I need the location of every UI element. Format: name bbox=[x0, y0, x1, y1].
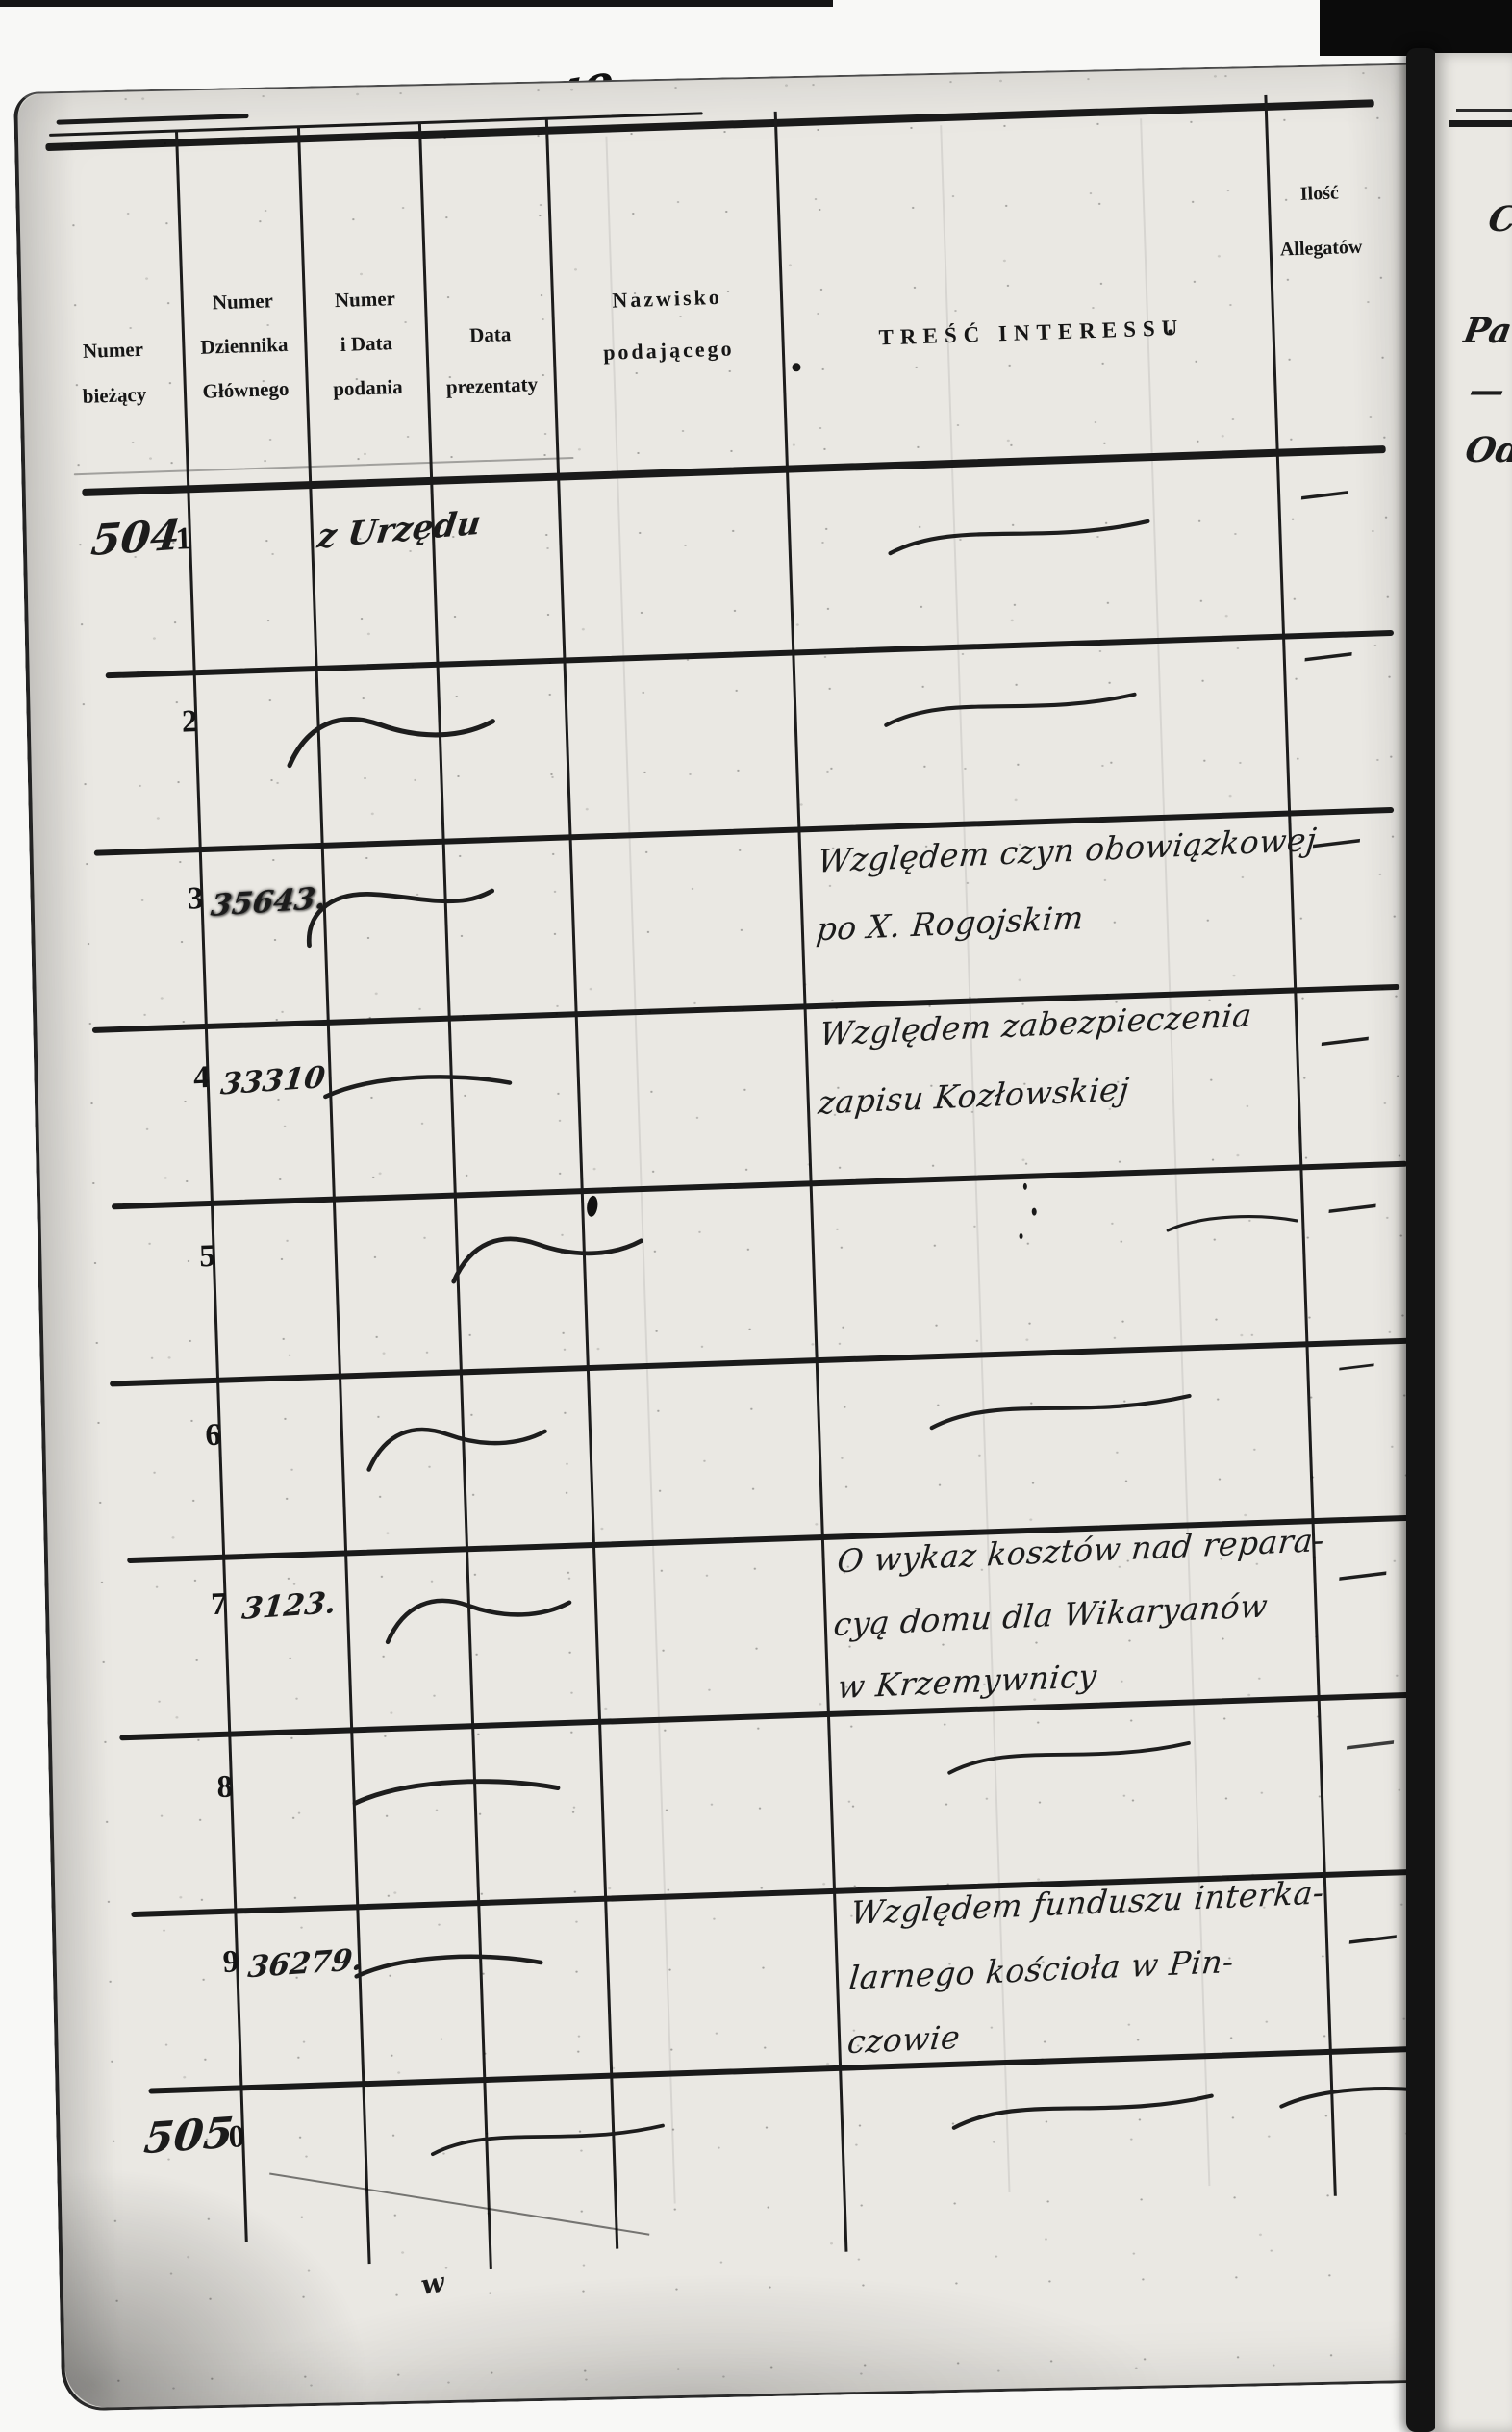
table-rule-stub bbox=[56, 114, 249, 125]
adjacent-page-fragment: C bbox=[1485, 199, 1512, 240]
entry-number-printed: 6 bbox=[204, 1417, 222, 1454]
flourish-mark bbox=[293, 872, 502, 951]
entry-number-printed: 5 bbox=[198, 1238, 216, 1275]
header-data-prezentaty: Data prezentaty bbox=[445, 322, 539, 399]
tresc-line: po X. Rogojskim bbox=[814, 899, 1086, 949]
flourish-mark bbox=[408, 2109, 688, 2166]
margin-mark: w bbox=[418, 2266, 447, 2302]
tresc-line: Względem zabezpieczenia bbox=[818, 996, 1254, 1053]
flourish-mark bbox=[347, 1410, 566, 1477]
adjacent-page-rule bbox=[1449, 120, 1512, 127]
flourish-mark bbox=[1165, 1203, 1300, 1240]
tresc-line: w Krzemywnicy bbox=[836, 1657, 1099, 1707]
ink-dot bbox=[1168, 329, 1173, 335]
entry-number-printed: 9 bbox=[222, 1944, 239, 1980]
entry-number-printed: 3 bbox=[187, 881, 205, 917]
tresc-line: Względem czyn obowiązkowej bbox=[816, 820, 1319, 880]
allegaty-dash: — bbox=[1340, 1708, 1399, 1775]
film-black-corner bbox=[1320, 0, 1512, 56]
allegaty-dash: — bbox=[1298, 620, 1358, 687]
journal-number: 3123. bbox=[239, 1585, 339, 1627]
tresc-line: zapisu Kozłowskiej bbox=[816, 1070, 1131, 1122]
flourish-mark bbox=[924, 1726, 1215, 1786]
header-numer-data-podania: Numer i Data podania bbox=[332, 287, 404, 401]
tresc-line: czowie bbox=[845, 2017, 963, 2062]
adjacent-page-sliver: C Pa — Od bbox=[1435, 53, 1512, 2432]
table-top-rule bbox=[45, 99, 1374, 152]
ledger-page: Numer bieżący Numer Dziennika Głównego Nume… bbox=[13, 63, 1465, 2412]
entry-number-printed: 8 bbox=[216, 1769, 234, 1806]
adjacent-page-rule bbox=[1456, 109, 1512, 112]
allegaty-dash: — bbox=[1334, 1340, 1378, 1389]
header-numer-biezacy: Numer bieżący bbox=[82, 337, 147, 408]
flourish-mark bbox=[352, 1940, 545, 1988]
flourish-mark bbox=[320, 1061, 514, 1106]
podania-entry: z Urzędu bbox=[315, 503, 484, 557]
adjacent-page-fragment: Od bbox=[1462, 430, 1512, 470]
flourish-mark bbox=[861, 676, 1161, 738]
register-table: Numer bieżący Numer Dziennika Głównego Nume… bbox=[24, 81, 1472, 2318]
pen-hairline bbox=[269, 2172, 650, 2236]
adjacent-page-fragment: — bbox=[1466, 370, 1508, 411]
header-tresc-interessu: TREŚĆ INTERESSU bbox=[878, 315, 1185, 350]
flourish-mark bbox=[378, 1217, 717, 1292]
flourish-mark bbox=[919, 2077, 1247, 2141]
flourish-mark bbox=[357, 1581, 599, 1650]
entry-number-printed: 7 bbox=[210, 1586, 228, 1623]
adjacent-page-fragment: Pa bbox=[1460, 311, 1512, 351]
entry-number-printed: 2 bbox=[181, 704, 198, 740]
flourish-mark bbox=[860, 502, 1179, 567]
tresc-line: cyą domu dla Wikaryanów bbox=[831, 1586, 1270, 1644]
allegaty-dash: — bbox=[1332, 1538, 1392, 1606]
film-edge-line bbox=[0, 0, 833, 7]
journal-number: 33310 bbox=[218, 1059, 327, 1102]
flourish-mark bbox=[350, 1764, 563, 1813]
allegaty-dash: — bbox=[1295, 458, 1354, 525]
header-ilosc-allegatow: Ilość Allegatów bbox=[1279, 182, 1363, 261]
flourish-mark bbox=[901, 1377, 1221, 1441]
allegaty-dash: — bbox=[1323, 1171, 1382, 1238]
book-gutter-shadow bbox=[1406, 48, 1437, 2432]
entry-number-printed: 0 bbox=[228, 2119, 245, 2155]
ink-blot bbox=[585, 1195, 599, 1218]
header-nazwisko-podajacego: Nazwisko podającego bbox=[602, 284, 735, 365]
header-numer-dziennika: Numer Dziennika Głównego bbox=[200, 289, 290, 403]
entry-number-printed: 4 bbox=[192, 1059, 211, 1096]
header-rule-ghost bbox=[73, 457, 574, 476]
flourish-mark bbox=[282, 697, 500, 774]
tresc-line: larnego kościoła w Pin- bbox=[847, 1941, 1236, 1997]
allegaty-dash: — bbox=[1343, 1902, 1402, 1969]
ink-dot bbox=[792, 363, 801, 372]
entry-number-printed: 1 bbox=[174, 521, 192, 557]
allegaty-dash: — bbox=[1306, 805, 1366, 873]
allegaty-dash: — bbox=[1315, 1003, 1374, 1071]
journal-number: 36279. bbox=[246, 1942, 365, 1986]
